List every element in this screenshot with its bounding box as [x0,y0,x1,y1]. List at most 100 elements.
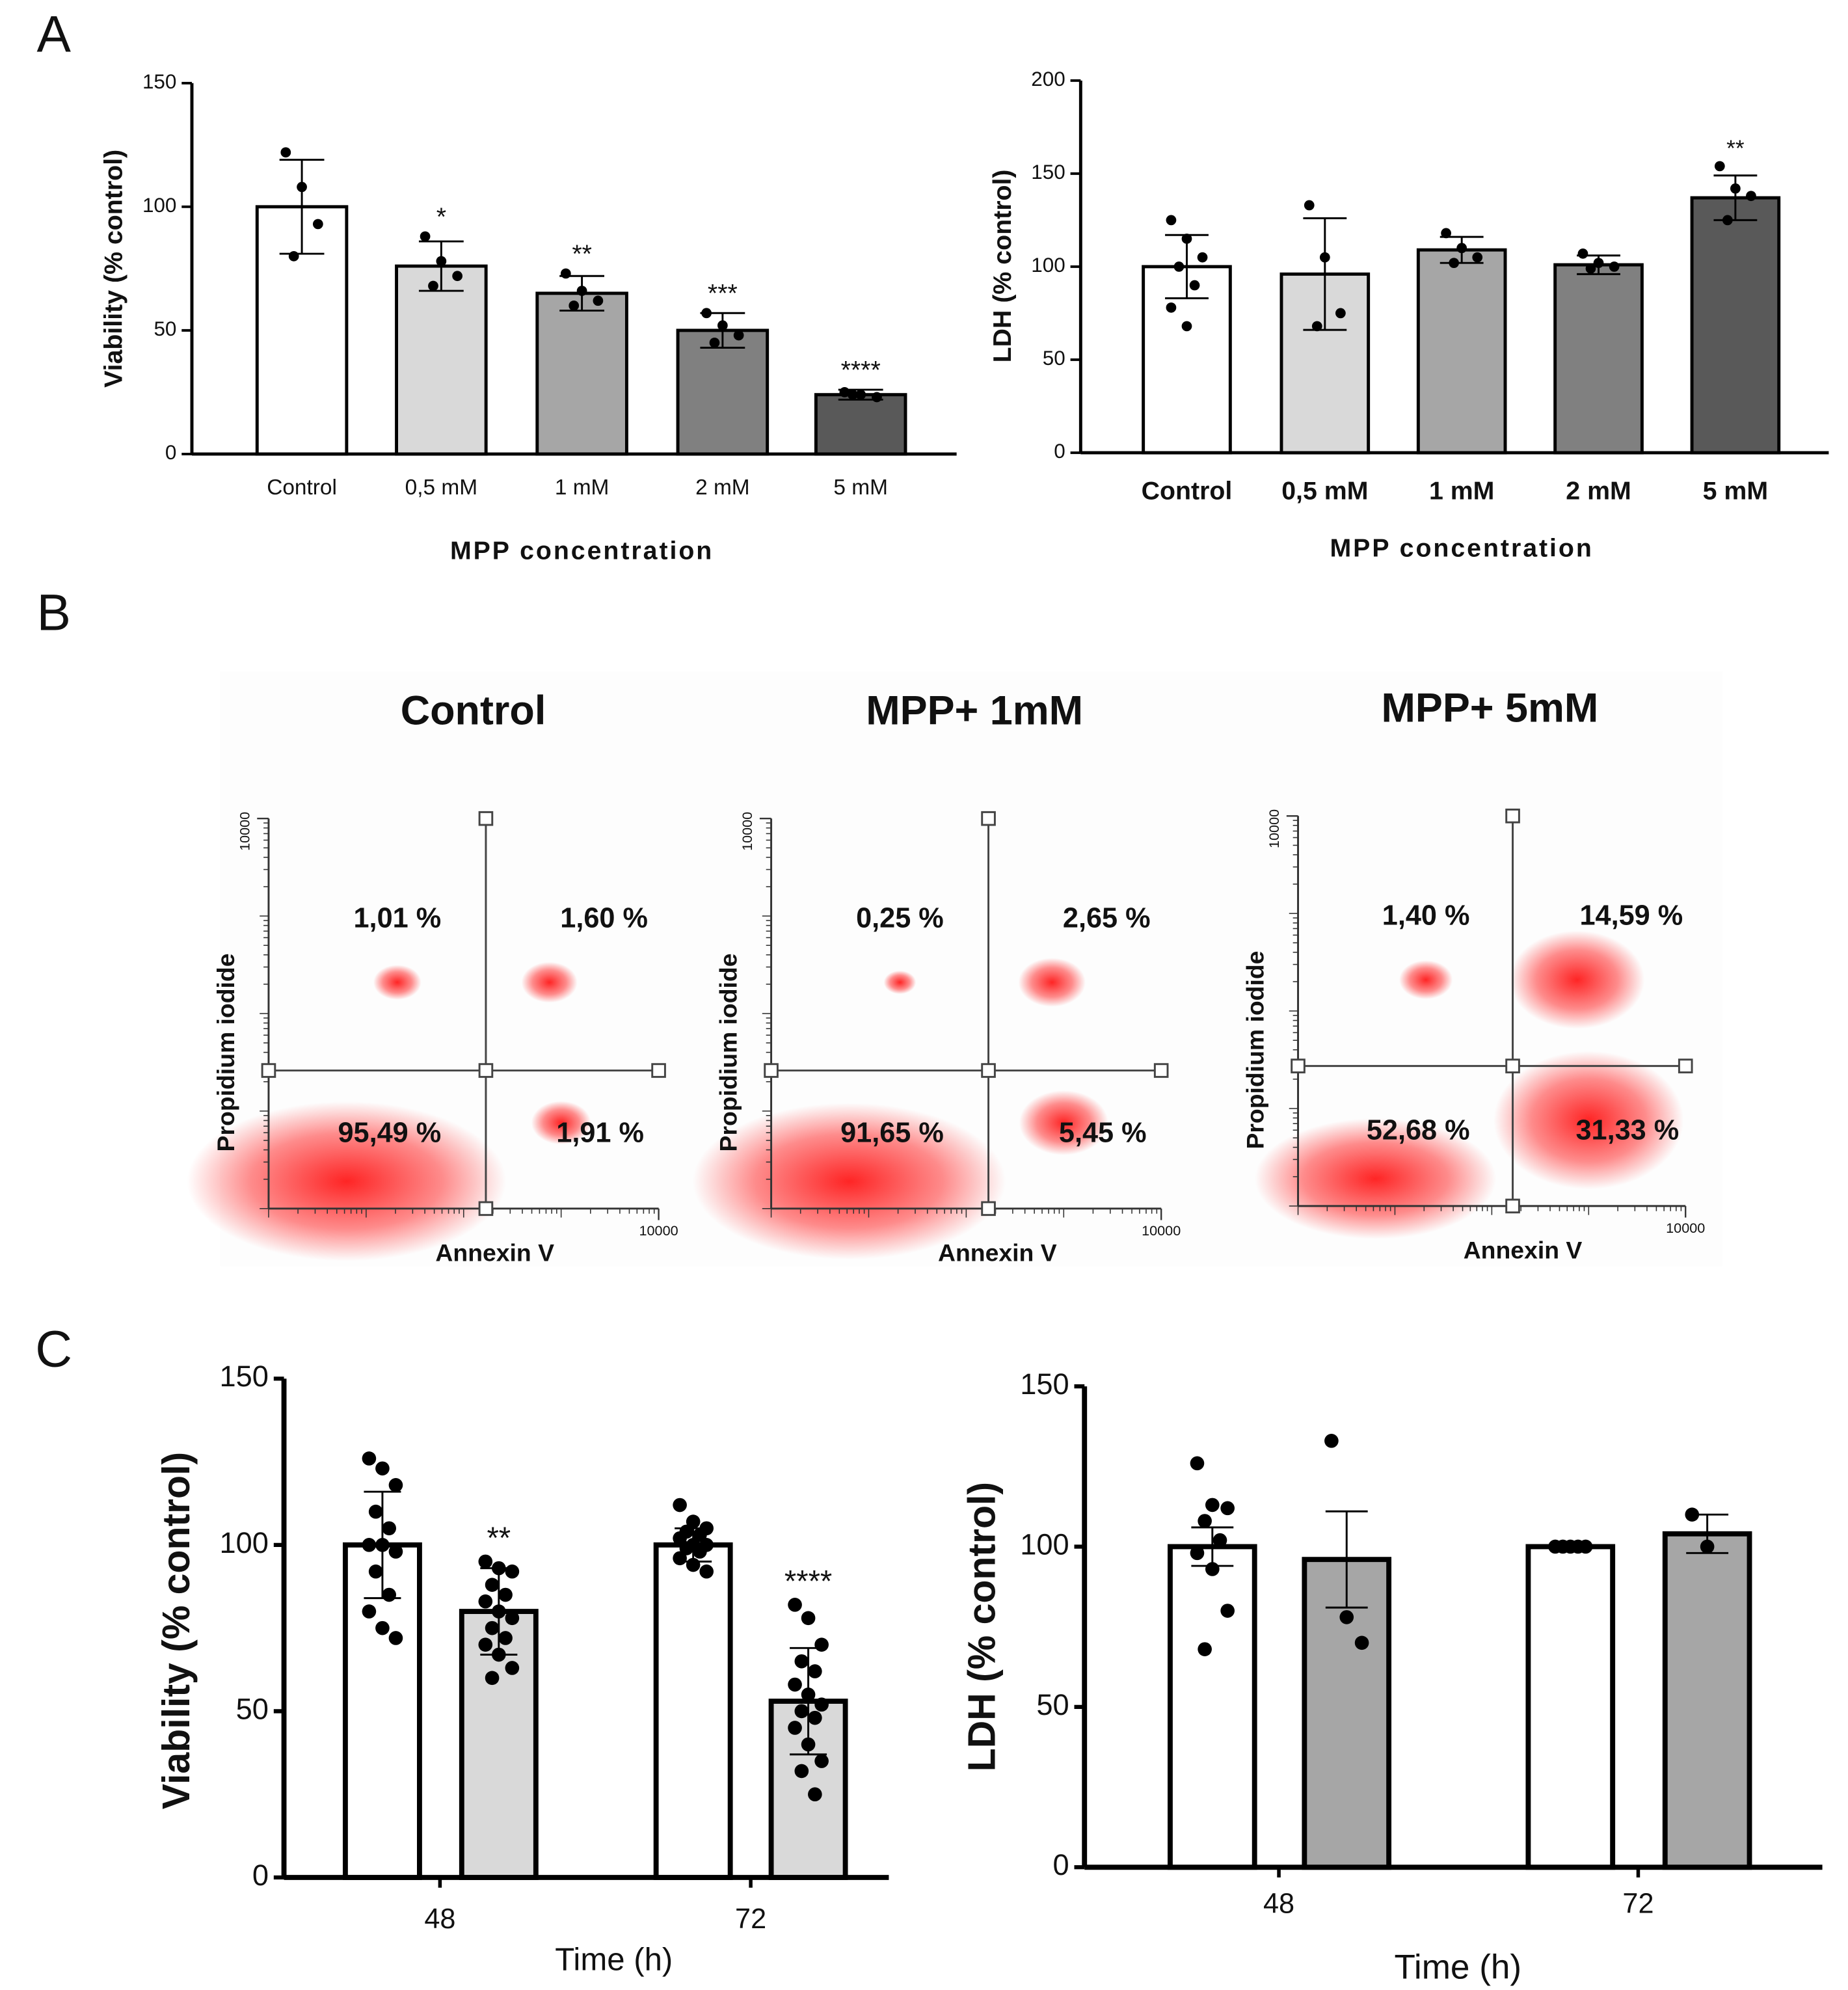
data-point [1304,200,1315,211]
data-point [288,250,299,262]
data-point [1220,1604,1235,1618]
data-point [492,1561,506,1576]
gate-handle [651,1063,666,1078]
data-point [801,1611,816,1626]
data-point [1166,302,1177,313]
x-tick-label: 2 mM [1566,476,1631,505]
x-tick-label: 1 mM [1429,476,1494,505]
x-tick-label: 72 [1622,1889,1654,1920]
bar [676,329,770,456]
y-tick-label: 0 [165,441,176,464]
gate-handle [981,811,996,826]
data-point [788,1721,802,1735]
x-tick-label: 48 [1263,1889,1294,1920]
data-point [1324,1434,1339,1448]
event-density [1018,958,1086,1007]
quadrant-label: 1,40 % [1382,900,1470,932]
x-tick-label: 10000 [1142,1222,1181,1239]
data-point [1685,1507,1700,1522]
data-point [1198,1642,1212,1656]
data-point [699,1564,714,1579]
data-point [1714,161,1725,172]
data-point [808,1787,822,1802]
quadrant-label: 1,91 % [556,1117,644,1148]
data-point [492,1647,506,1662]
significance: ** [1726,136,1745,161]
x-axis-label: Annexin V [435,1239,554,1266]
gate-handle [261,1063,276,1078]
y-tick-label: 100 [220,1526,269,1559]
bar [395,264,488,456]
data-point [1585,263,1596,274]
data-point [1220,1501,1235,1516]
y-tick-label: 0 [1054,440,1065,463]
data-point [1456,243,1467,254]
data-point [794,1654,809,1669]
data-point [1173,262,1185,272]
data-point [686,1514,701,1529]
data-point [478,1637,493,1652]
data-point [1700,1539,1715,1554]
y-axis-label: LDH (% control) [961,1482,1003,1771]
y-tick-label: 0 [252,1859,269,1892]
data-point [505,1564,520,1579]
significance: **** [841,356,881,384]
data-point [1205,1562,1220,1576]
data-point [1555,1539,1570,1554]
event-density [1493,1051,1684,1190]
y-tick-label: 150 [220,1360,269,1393]
y-tick-label: 50 [154,317,176,340]
x-tick-label: 0,5 mM [405,476,477,500]
data-point [560,268,571,279]
data-point [388,1544,403,1559]
gate-handle [1505,1058,1520,1073]
data-point [1571,1539,1585,1554]
y-tick-label: 50 [1043,347,1065,370]
data-point [1577,249,1588,259]
data-point [701,308,712,319]
quadrant-label: 0,25 % [856,903,944,934]
data-point [814,1754,829,1768]
significance: * [436,202,446,231]
data-point [855,389,866,400]
data-point [1441,228,1451,239]
gate-handle [1678,1058,1693,1073]
y-axis-label: Propidium iodide [715,953,742,1151]
quadrant-label: 52,68 % [1367,1114,1470,1146]
data-point [686,1557,701,1572]
data-point [693,1527,707,1542]
data-point [717,320,728,331]
y-tick-label: 100 [1020,1527,1069,1561]
y-tick-label: 150 [1020,1367,1069,1401]
y-tick-label: 10000 [1266,809,1282,848]
quadrant-label: 1,60 % [560,903,648,934]
event-density [883,970,917,995]
data-point [1197,252,1208,263]
data-point [362,1604,377,1619]
x-tick-label: 10000 [1666,1220,1705,1236]
bar [535,291,628,456]
x-axis-label: Annexin V [1464,1237,1583,1264]
x-tick-label: 2 mM [695,476,750,500]
data-point [297,182,307,193]
data-point [1181,234,1192,244]
y-tick-label: 100 [142,194,176,217]
data-point [362,1451,377,1466]
bar [653,1542,733,1880]
y-tick-label: 10000 [236,812,252,851]
y-axis-label: Viability (% control) [99,150,127,388]
y-tick-label: 150 [1031,161,1065,183]
data-point [801,1687,816,1702]
data-point [808,1710,822,1725]
data-point [1198,1514,1212,1528]
significance: *** [708,279,738,308]
event-density [521,961,578,1003]
bar [1662,1531,1752,1870]
data-point [733,330,744,341]
data-point [673,1551,687,1566]
data-point [498,1631,513,1645]
data-point [814,1697,829,1712]
data-point [1339,1610,1354,1624]
data-point [593,295,604,306]
data-point [794,1764,809,1779]
